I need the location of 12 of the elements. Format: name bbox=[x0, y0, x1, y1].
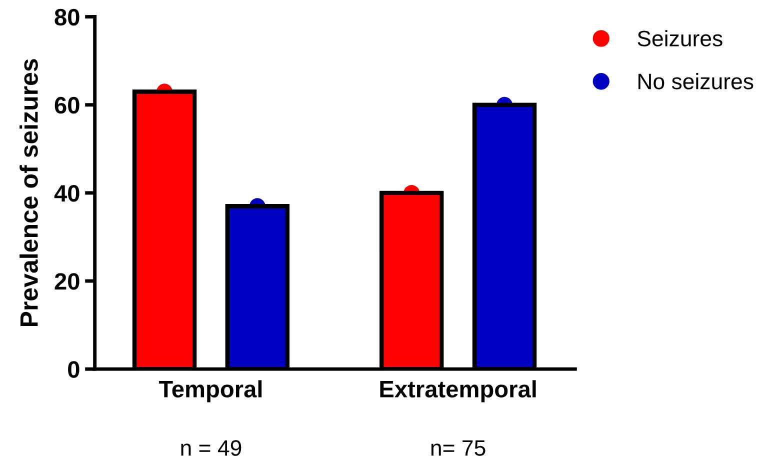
legend-label: No seizures bbox=[638, 73, 754, 90]
y-tick-label: 60 bbox=[54, 96, 80, 114]
y-tick-label: 80 bbox=[54, 8, 80, 26]
x-tick-label: Extratemporal bbox=[380, 380, 536, 402]
y-tick-label: 20 bbox=[54, 273, 80, 290]
y-tick-label: 40 bbox=[54, 184, 80, 202]
y-tick-label: 0 bbox=[68, 361, 80, 378]
y-axis-title: Prevalence of seizures bbox=[20, 59, 38, 326]
text: n = 49 bbox=[181, 440, 242, 456]
legend-label: Seizures bbox=[638, 30, 722, 46]
x-tick-label: Temporal bbox=[158, 380, 262, 402]
text: n= 75 bbox=[431, 440, 486, 456]
